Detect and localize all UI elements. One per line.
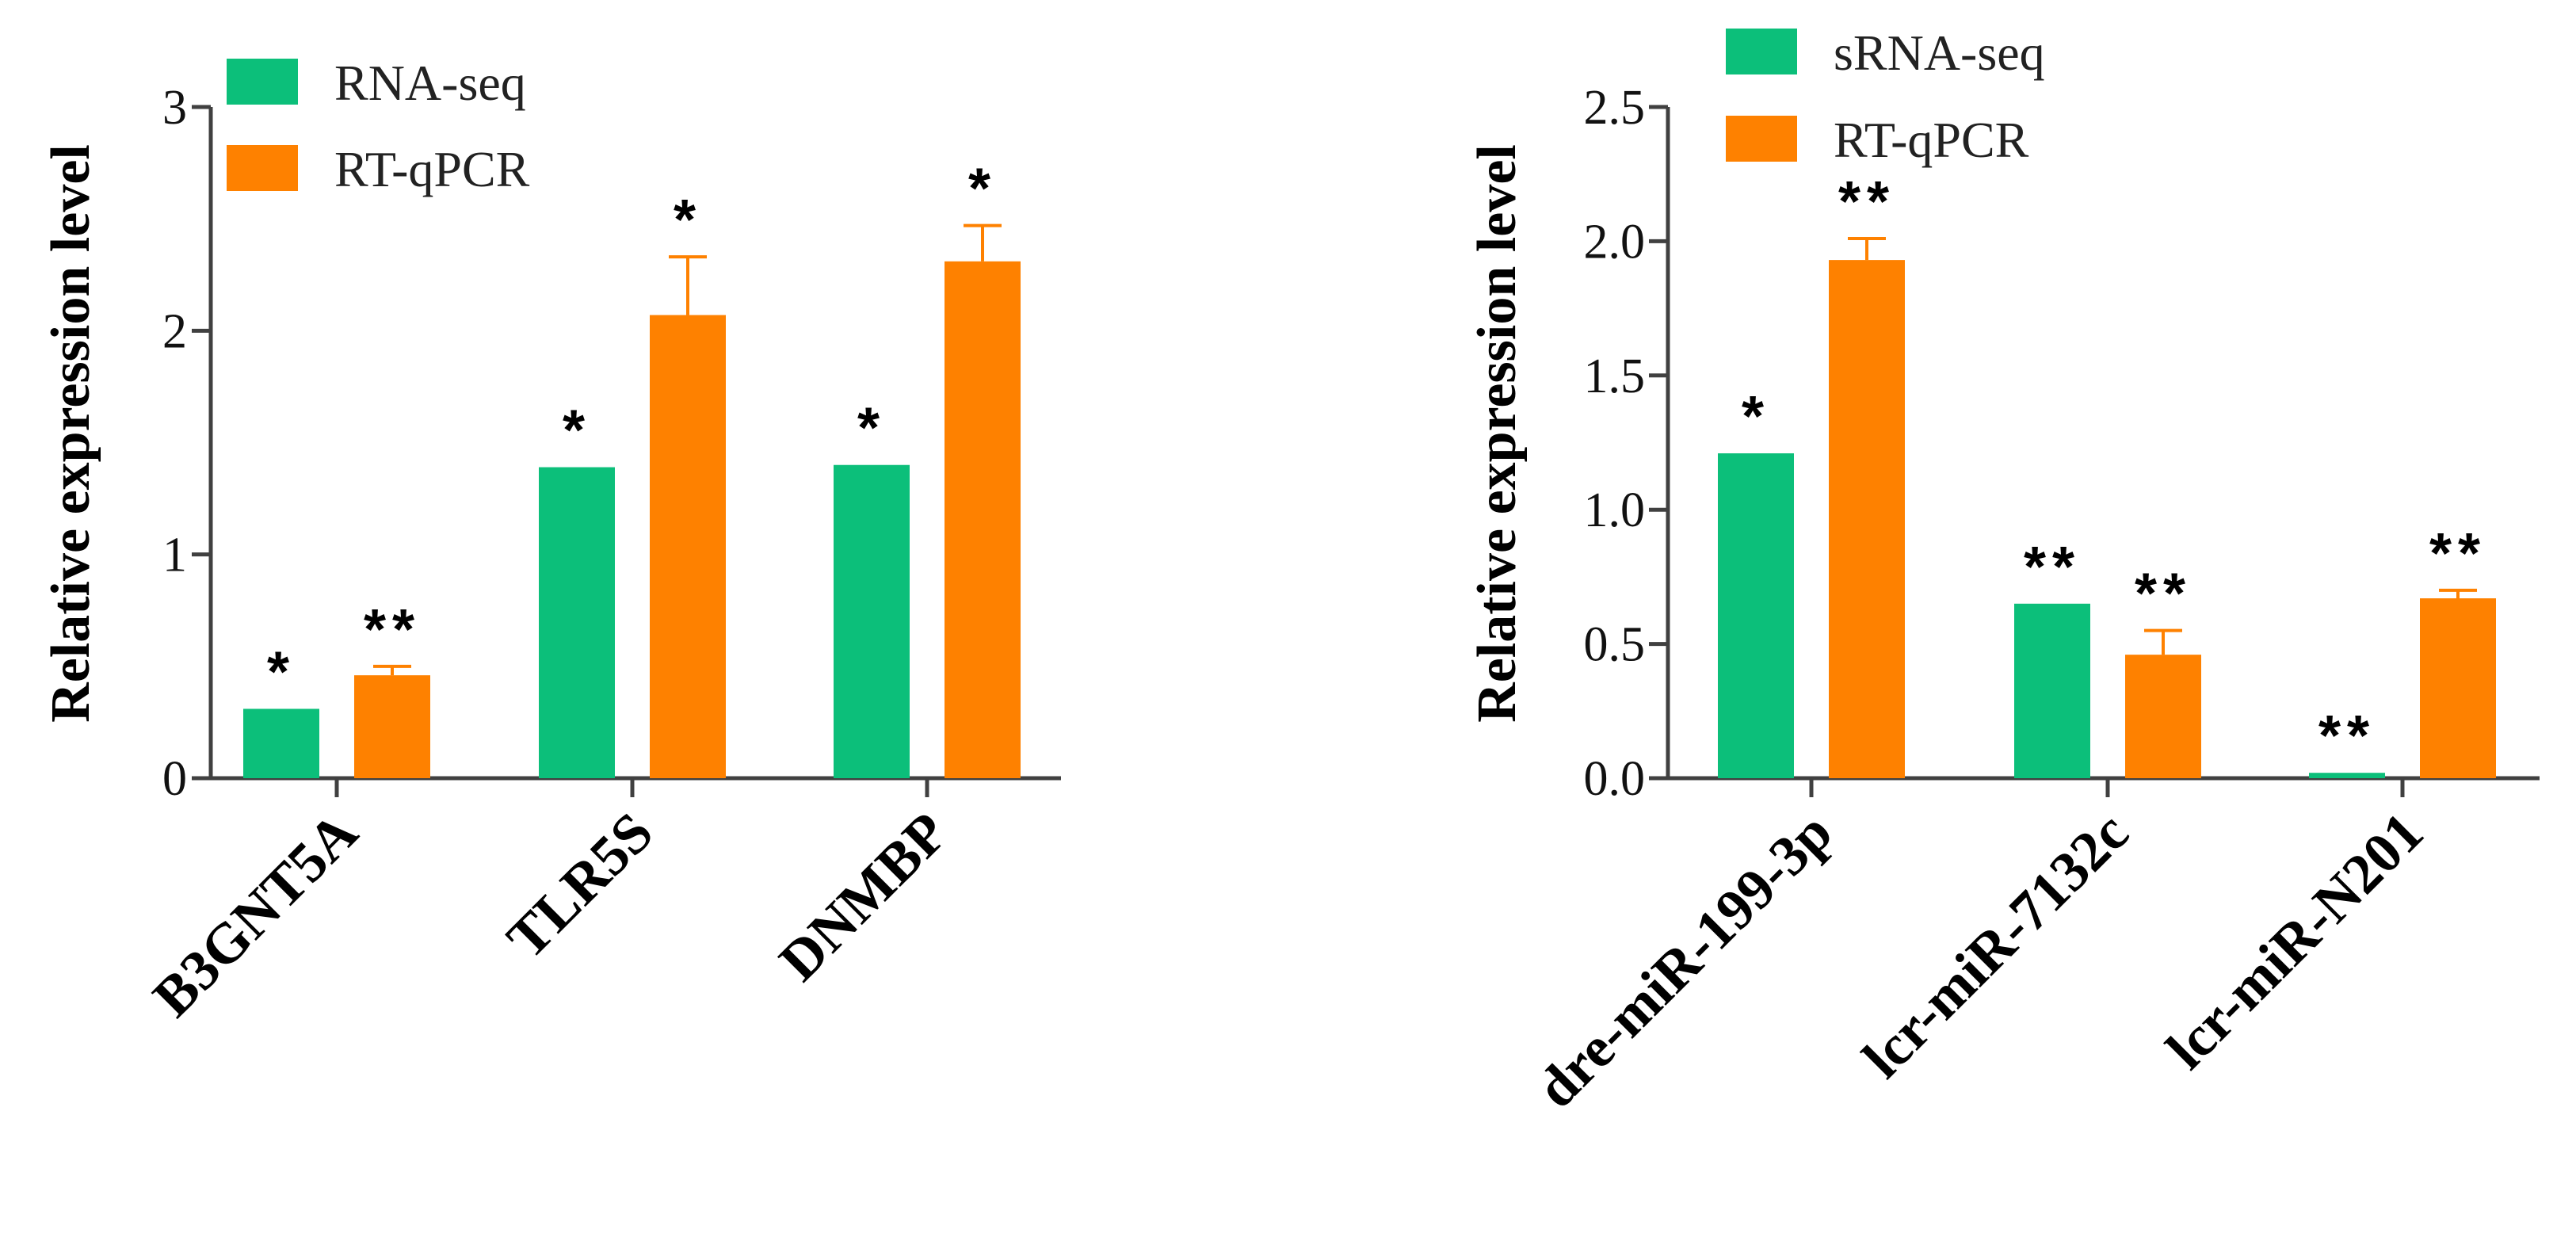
significance-mark: ** xyxy=(2135,563,2192,626)
significance-mark: * xyxy=(267,640,296,704)
y-tick-label: 0.0 xyxy=(1584,752,1646,806)
y-tick-label: 2 xyxy=(162,304,187,358)
legend: RNA-seq RT-qPCR xyxy=(227,55,530,197)
significance-marks: ** **** * xyxy=(267,158,997,705)
bars xyxy=(243,261,1021,778)
bar-rt-qpcr xyxy=(945,261,1021,778)
legend-swatch-rnaseq xyxy=(227,59,298,105)
significance-mark: * xyxy=(563,399,591,463)
category-label: DNMBP xyxy=(767,800,960,993)
significance-mark: ** xyxy=(2318,705,2376,768)
y-tick-label: 1.5 xyxy=(1584,349,1646,403)
y-tick-label: 0.5 xyxy=(1584,618,1646,672)
y-tick-label: 0 xyxy=(162,752,187,806)
legend-label-rtqpcr: RT-qPCR xyxy=(1834,112,2029,168)
legend-label-rtqpcr: RT-qPCR xyxy=(334,141,530,197)
legend-swatch-rtqpcr xyxy=(1726,116,1797,162)
legend-swatch-rtqpcr xyxy=(227,145,298,191)
bar-rt-qpcr xyxy=(354,675,430,778)
y-tick-label: 1.0 xyxy=(1584,483,1646,537)
significance-mark: ** xyxy=(2429,522,2486,586)
significance-mark: ** xyxy=(364,598,421,662)
bar-srna-seq xyxy=(1718,453,1794,778)
significance-marks: *********** xyxy=(1742,170,2486,768)
bar-srna-seq xyxy=(2014,603,2090,778)
y-tick-label: 1 xyxy=(162,529,187,582)
significance-mark: ** xyxy=(2024,536,2081,599)
y-tick-label: 3 xyxy=(162,81,187,135)
bar-rt-qpcr xyxy=(650,315,726,778)
y-tick-label: 2.0 xyxy=(1584,215,1646,269)
bar-rna-seq xyxy=(243,708,319,778)
y-tick-label: 2.5 xyxy=(1584,81,1646,135)
legend-swatch-srnaseq xyxy=(1726,29,1797,74)
y-axis-title: Relative expression level xyxy=(40,144,101,723)
category-labels: dre-miR-199-3p lcr-miR-7132c lcr-miR-N201 xyxy=(1525,800,2435,1120)
category-label: lcr-miR-N201 xyxy=(2154,800,2435,1081)
bar-rt-qpcr xyxy=(2420,598,2496,778)
y-axis-title: Relative expression level xyxy=(1467,144,1528,723)
chart-right: Relative expression level 0.0 0.5 1.0 1.5 2.… xyxy=(1467,25,2540,1120)
significance-mark: * xyxy=(674,189,702,252)
bars xyxy=(1718,260,2496,779)
bar-rna-seq xyxy=(834,464,910,778)
category-label: B3GNT5A xyxy=(141,800,370,1029)
error-bars xyxy=(1848,237,2477,655)
significance-mark: * xyxy=(1742,385,1770,449)
legend-label-rnaseq: RNA-seq xyxy=(334,55,526,111)
legend: sRNA-seq RT-qPCR xyxy=(1726,25,2045,168)
bar-rt-qpcr xyxy=(1829,260,1905,779)
category-label: dre-miR-199-3p xyxy=(1525,800,1844,1120)
significance-mark: * xyxy=(968,158,997,221)
y-ticks: 0.0 0.5 1.0 1.5 2.0 2.5 xyxy=(1584,81,1668,806)
significance-mark: * xyxy=(857,397,886,460)
significance-mark: ** xyxy=(1838,170,1895,234)
x-ticks xyxy=(334,778,929,797)
category-label: lcr-miR-7132c xyxy=(1851,800,2141,1090)
category-labels: B3GNT5A TLR5S DNMBP xyxy=(141,800,960,1029)
bar-rt-qpcr xyxy=(2125,655,2201,778)
x-ticks xyxy=(1809,778,2405,797)
bar-srna-seq xyxy=(2309,773,2385,778)
bar-rna-seq xyxy=(539,467,615,778)
error-bars xyxy=(373,223,1002,676)
legend-label-srnaseq: sRNA-seq xyxy=(1834,25,2045,81)
category-label: TLR5S xyxy=(494,800,665,971)
y-ticks: 0 1 2 3 xyxy=(162,81,211,806)
